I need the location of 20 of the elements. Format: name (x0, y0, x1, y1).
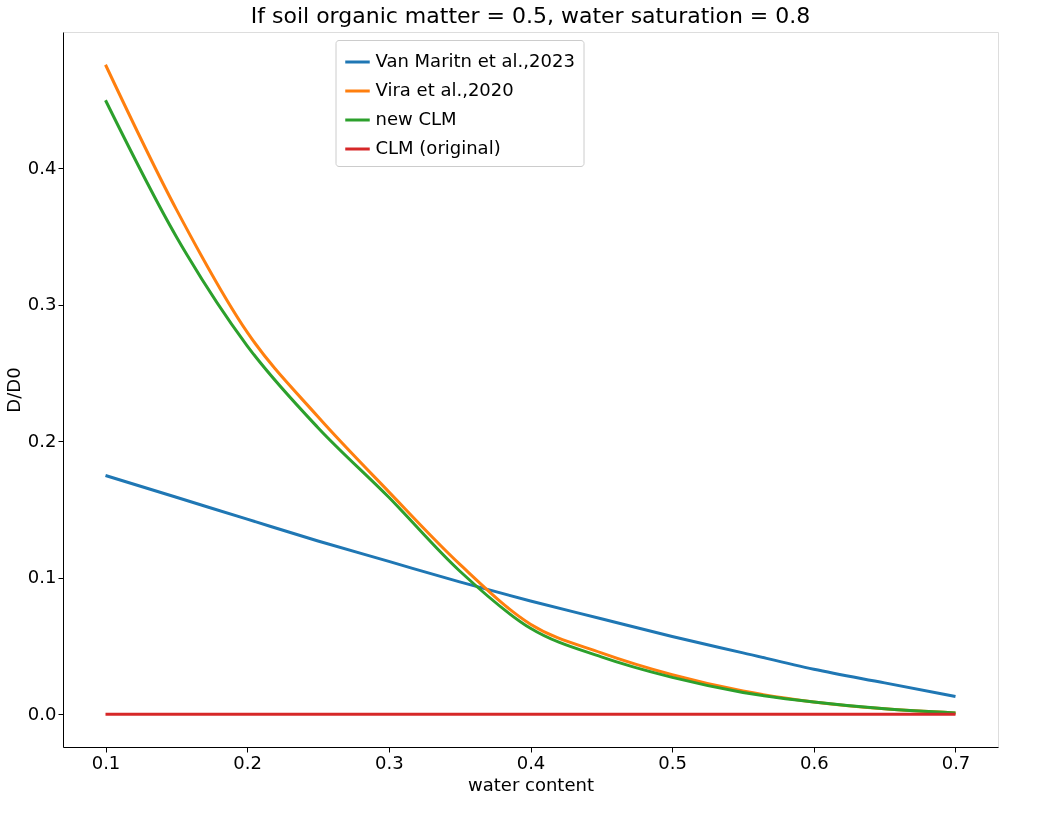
chart-title: If soil organic matter = 0.5, water saturation = 0.8 (250, 3, 811, 28)
x-tick-label: 0.2 (233, 751, 262, 773)
legend-label: CLM (original) (375, 137, 501, 158)
y-tick-label: 0.2 (27, 429, 57, 451)
line-series (104, 473, 957, 699)
legend-label: new CLM (375, 108, 457, 129)
x-tick-label: 0.3 (375, 751, 404, 773)
y-tick-label: 0.4 (27, 156, 57, 178)
legend-label: Vira et al.,2020 (375, 79, 514, 100)
y-tick-label: 0.3 (27, 293, 57, 315)
x-axis-title: water content (468, 773, 594, 795)
y-tick-label: 0.0 (27, 702, 57, 724)
y-tick-label: 0.1 (27, 566, 57, 588)
legend-label: Van Maritn et al.,2023 (375, 50, 575, 71)
x-tick-label: 0.4 (516, 751, 546, 773)
x-tick-label: 0.5 (658, 751, 687, 773)
x-tick-label: 0.6 (800, 751, 829, 773)
x-tick-label: 0.1 (91, 751, 121, 773)
x-tick-label: 0.7 (941, 751, 971, 773)
y-axis-title: D/D0 (2, 367, 24, 413)
